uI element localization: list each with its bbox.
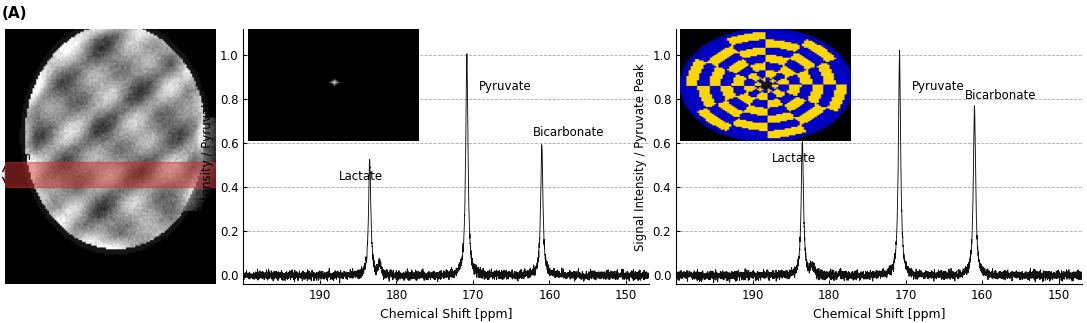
Text: 3 cm: 3 cm [4,152,30,162]
Text: Bicarbonate: Bicarbonate [965,89,1037,102]
X-axis label: Chemical Shift [ppm]: Chemical Shift [ppm] [380,307,512,321]
X-axis label: Chemical Shift [ppm]: Chemical Shift [ppm] [813,307,945,321]
Bar [5,162,216,187]
Text: Bicarbonate: Bicarbonate [533,126,604,139]
Y-axis label: Signal Intensity / Pyruvate Peak: Signal Intensity / Pyruvate Peak [634,63,647,251]
Text: (A): (A) [2,6,27,21]
Text: Pyruvate: Pyruvate [912,80,964,93]
Text: Lactate: Lactate [772,152,816,165]
Y-axis label: Signal Intensity / Pyruvate Peak: Signal Intensity / Pyruvate Peak [201,63,214,251]
Text: Pyruvate: Pyruvate [479,80,532,93]
Text: Lactate: Lactate [339,170,384,183]
